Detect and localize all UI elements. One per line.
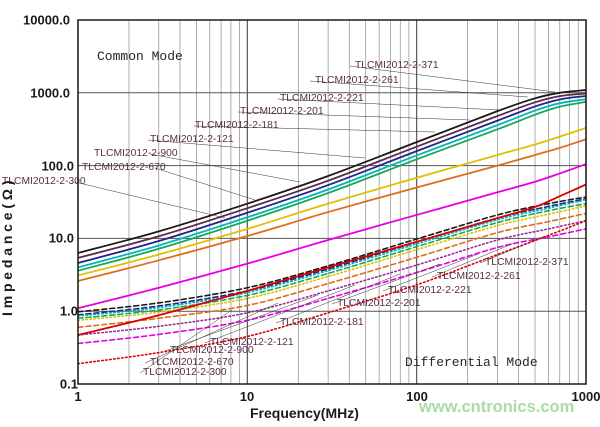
svg-text:TLCMI2012-2-670: TLCMI2012-2-670 (82, 162, 166, 173)
svg-text:TLCMI2012-2-221: TLCMI2012-2-221 (388, 285, 472, 296)
svg-text:TLCMI2012-2-181: TLCMI2012-2-181 (195, 120, 279, 131)
svg-text:TLCMI2012-2-181: TLCMI2012-2-181 (280, 317, 364, 328)
svg-text:TLCMI2012-2-201: TLCMI2012-2-201 (240, 106, 324, 117)
svg-text:TLCMI2012-2-121: TLCMI2012-2-121 (150, 134, 234, 145)
svg-text:Common Mode: Common Mode (97, 49, 183, 64)
svg-text:TLCMI2012-2-900: TLCMI2012-2-900 (94, 148, 178, 159)
svg-text:TLCMI2012-2-261: TLCMI2012-2-261 (437, 271, 521, 282)
svg-text:TLCMI2012-2-201: TLCMI2012-2-201 (337, 298, 421, 309)
svg-text:TLCMI2012-2-371: TLCMI2012-2-371 (485, 257, 569, 268)
svg-text:TLCMI2012-2-900: TLCMI2012-2-900 (170, 345, 254, 356)
svg-text:Differential Mode: Differential Mode (405, 355, 538, 370)
svg-text:TLCMI2012-2-371: TLCMI2012-2-371 (355, 60, 439, 71)
svg-text:TLCMI2012-2-221: TLCMI2012-2-221 (280, 93, 364, 104)
svg-text:TLCMI2012-2-300: TLCMI2012-2-300 (143, 367, 227, 378)
